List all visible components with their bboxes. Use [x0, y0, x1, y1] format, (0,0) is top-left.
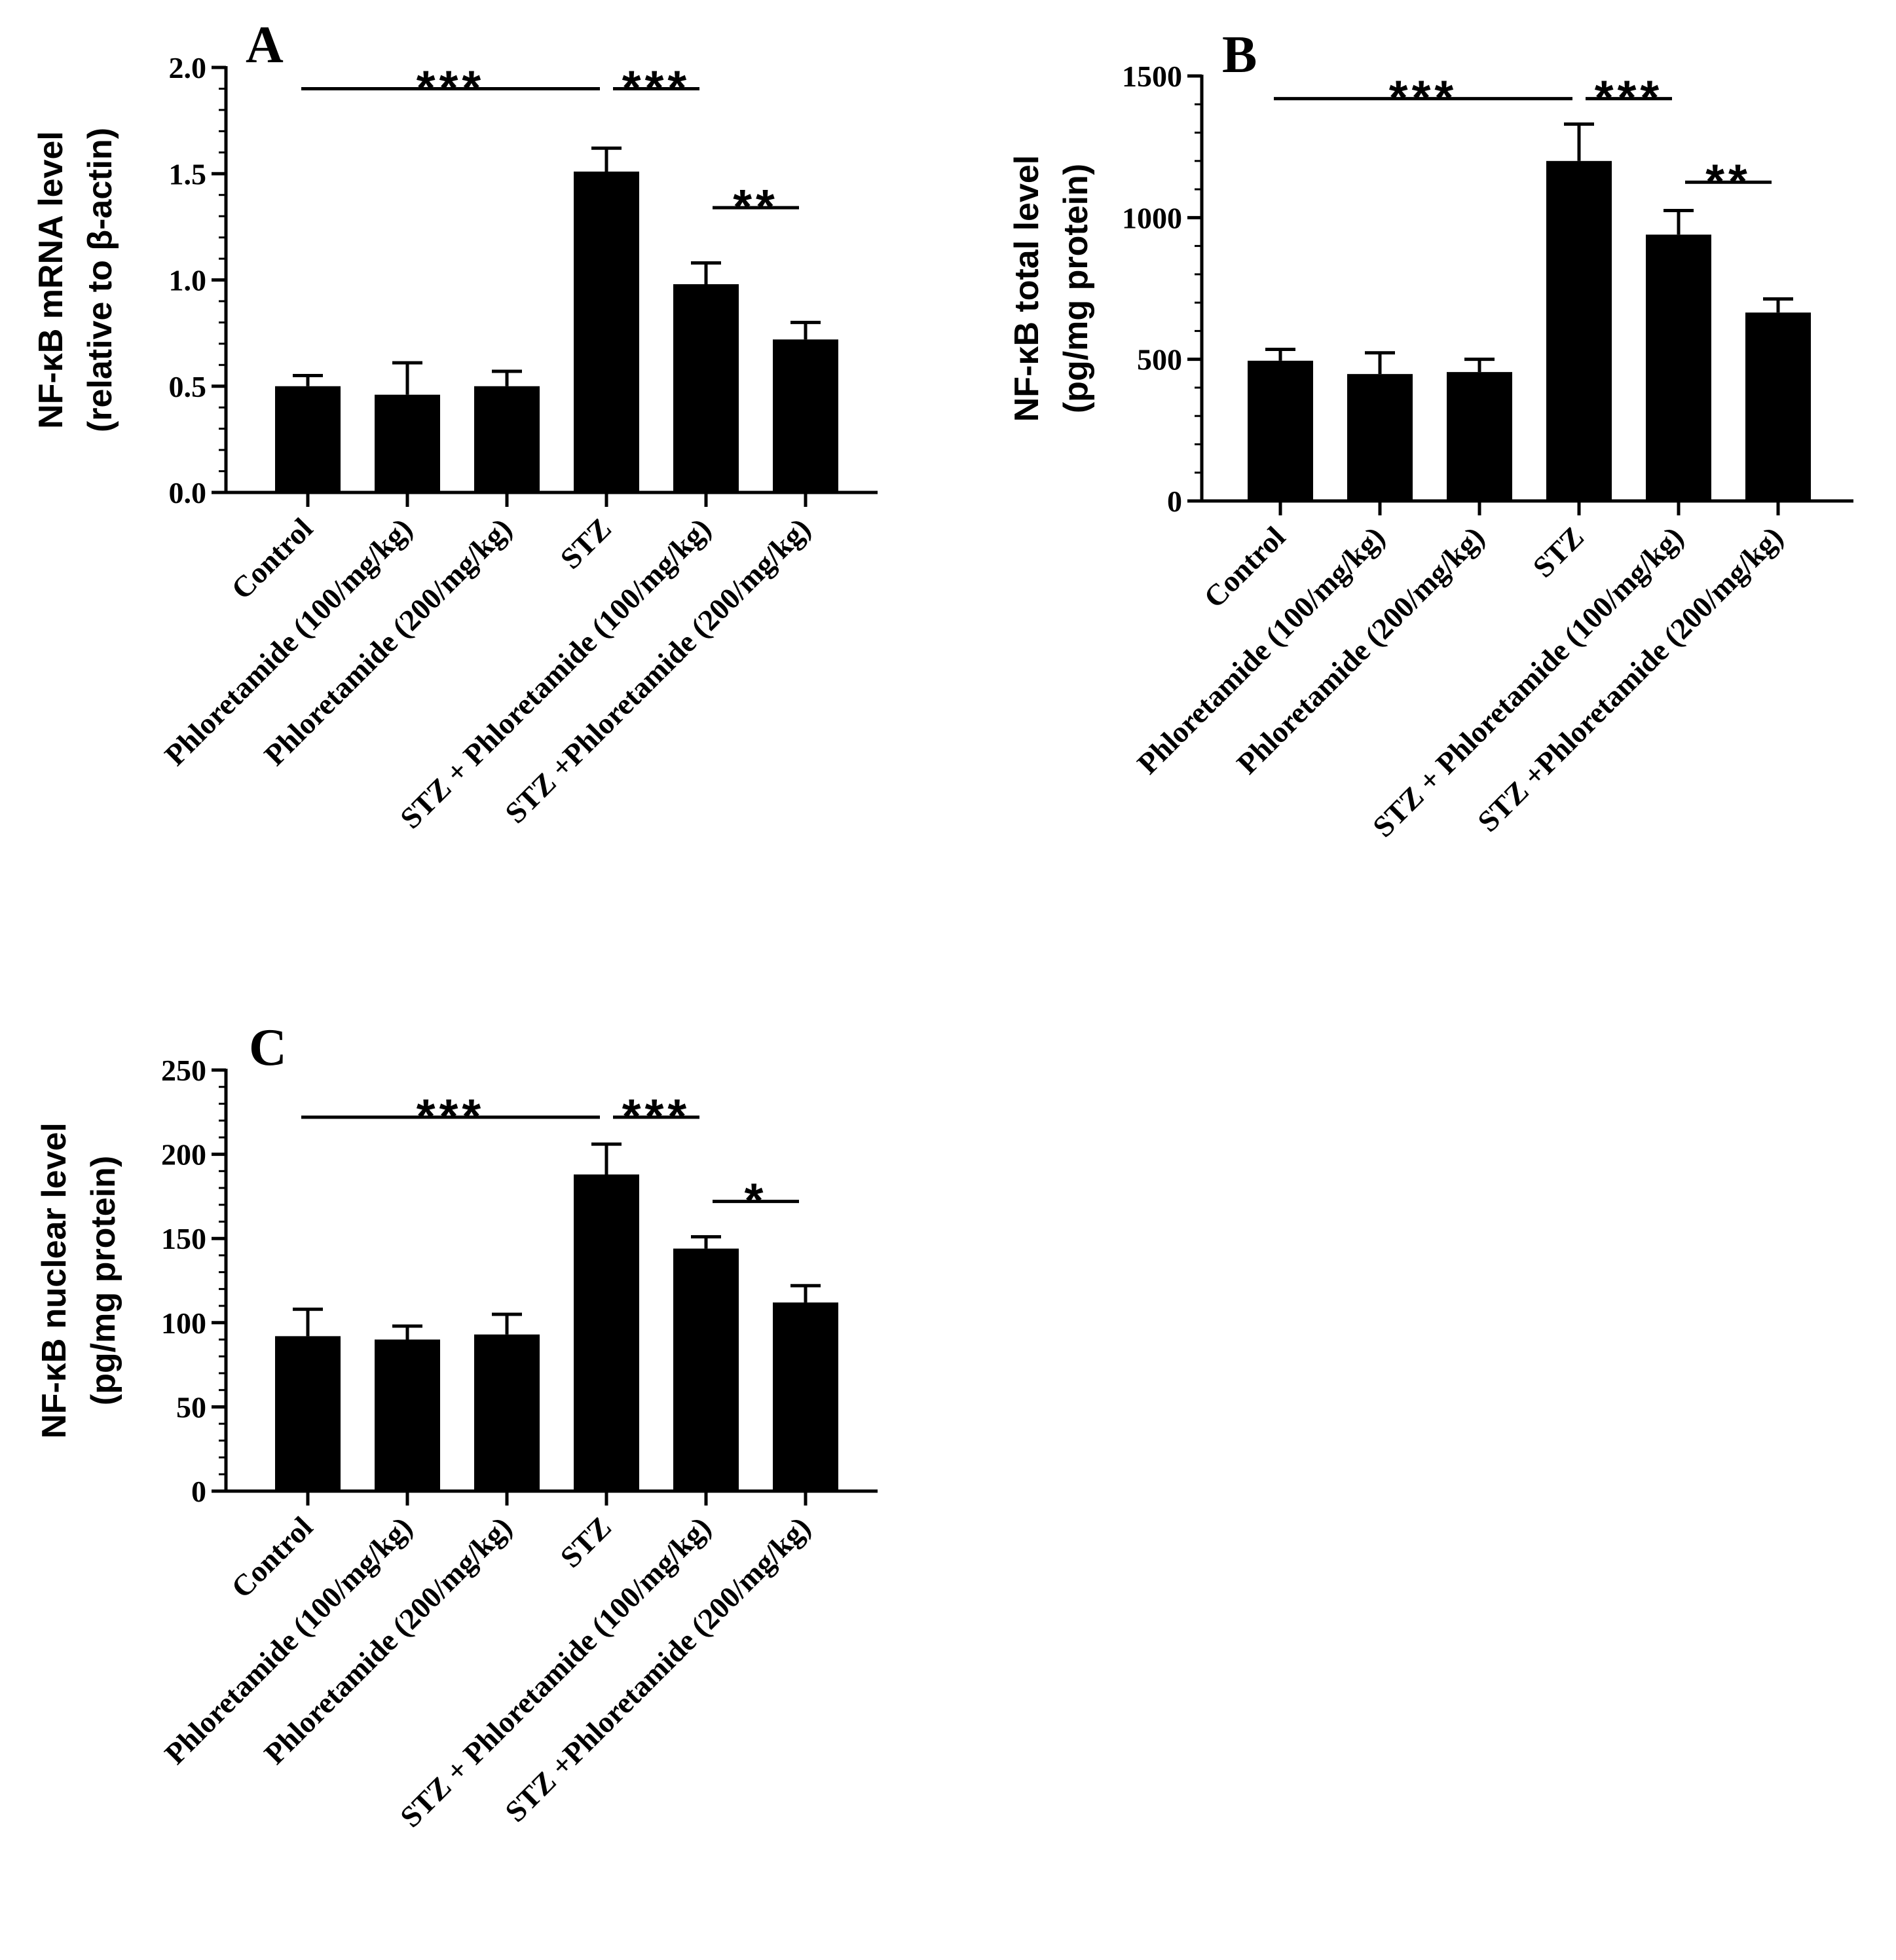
bar — [275, 386, 341, 492]
panel-c: C 0 50 100 150 200 250 NF-κB nuclear level (pg/m… — [35, 1019, 878, 1834]
y-tick-label: 50 — [176, 1390, 206, 1424]
y-tick-label: 200 — [161, 1138, 206, 1172]
bar — [1546, 160, 1612, 502]
significance-label: *** — [417, 60, 485, 115]
y-tick-label: 1.5 — [169, 157, 207, 191]
significance-label: *** — [622, 1089, 690, 1143]
bar — [474, 386, 540, 492]
y-tick-label: 150 — [161, 1222, 206, 1255]
bar — [1447, 372, 1512, 501]
bar — [773, 1302, 838, 1491]
significance-label: *** — [622, 60, 690, 115]
y-tick-label: 0.0 — [169, 476, 207, 509]
y-tick-label: 1500 — [1122, 60, 1182, 93]
category-label: Control — [225, 1510, 319, 1604]
category-label: Control — [225, 511, 319, 606]
bar — [673, 1248, 739, 1491]
category-label: STZ — [554, 1510, 618, 1574]
category-label: Control — [1197, 520, 1292, 614]
significance-label: *** — [1389, 71, 1457, 125]
significance-label: *** — [417, 1089, 485, 1143]
significance-label: ** — [1705, 154, 1751, 208]
y-tick-label: 100 — [161, 1306, 206, 1340]
y-tick-label: 0 — [1167, 485, 1182, 518]
y-axis-title: (pg/mg protein) — [1057, 164, 1095, 413]
bar — [773, 339, 838, 492]
y-tick-label: 500 — [1137, 343, 1182, 377]
y-axis-title: (pg/mg protein) — [84, 1156, 122, 1405]
significance-label: ** — [733, 179, 779, 234]
y-tick-label: 0 — [191, 1475, 206, 1508]
category-label: STZ — [1527, 520, 1591, 584]
y-axis-title: (relative to β-actin) — [81, 128, 119, 432]
y-tick-label: 0.5 — [169, 370, 207, 403]
bar — [574, 1174, 639, 1491]
panel-letter: C — [249, 1019, 287, 1077]
panel-letter: A — [246, 16, 284, 74]
bar — [275, 1336, 341, 1491]
category-label: STZ — [554, 511, 618, 576]
bar — [1248, 360, 1313, 501]
significance-label: * — [745, 1174, 768, 1228]
y-tick-label: 250 — [161, 1054, 206, 1087]
bar — [1347, 374, 1413, 501]
y-tick-label: 2.0 — [169, 51, 207, 84]
bar — [474, 1334, 540, 1491]
y-axis-title: NF-κB nuclear level — [35, 1122, 73, 1439]
significance-label: *** — [1595, 71, 1663, 125]
y-tick-label: 1.0 — [169, 264, 207, 297]
y-axis-title: NF-κB mRNA level — [32, 131, 70, 429]
panel-a: A 0.0 0.5 1.0 1.5 2.0 NF-κB mRNA level (relativ… — [32, 16, 878, 835]
panel-letter: B — [1222, 26, 1257, 84]
bar — [375, 394, 440, 492]
panel-b: B 0 500 1000 1500 NF-κB total level (pg/mg pro… — [1008, 26, 1853, 843]
y-tick-label: 1000 — [1122, 201, 1182, 234]
bar — [1745, 312, 1811, 501]
y-axis-title: NF-κB total level — [1008, 155, 1046, 422]
bar — [673, 284, 739, 492]
bar — [1646, 234, 1711, 501]
bar — [574, 172, 639, 492]
bar — [375, 1339, 440, 1491]
